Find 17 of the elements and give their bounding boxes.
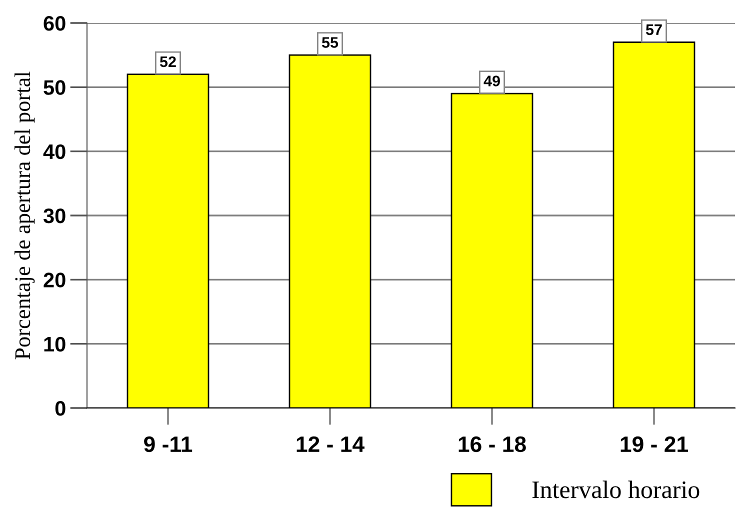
data-label: 55 <box>322 37 338 48</box>
legend-label: Intervalo horario <box>532 480 700 498</box>
x-tick-label: 19 - 21 <box>620 436 688 452</box>
y-tick-label: 60 <box>44 16 66 31</box>
y-tick-label: 10 <box>44 336 66 352</box>
y-tick-label: 30 <box>43 208 66 224</box>
y-tick-label: 50 <box>44 80 66 95</box>
x-tick-label: 12 - 14 <box>296 436 364 452</box>
data-label: 57 <box>646 24 662 36</box>
x-tick-label: 9 -11 <box>144 436 192 452</box>
x-tick-label: 16 - 18 <box>458 436 526 452</box>
data-label: 52 <box>160 56 176 68</box>
y-tick-label: 0 <box>55 401 66 416</box>
data-label: 49 <box>484 76 500 86</box>
y-tick-label: 20 <box>44 272 66 288</box>
y-axis-title: Porcentaje de apertura del portal <box>14 72 35 360</box>
y-tick-label: 40 <box>43 144 66 160</box>
